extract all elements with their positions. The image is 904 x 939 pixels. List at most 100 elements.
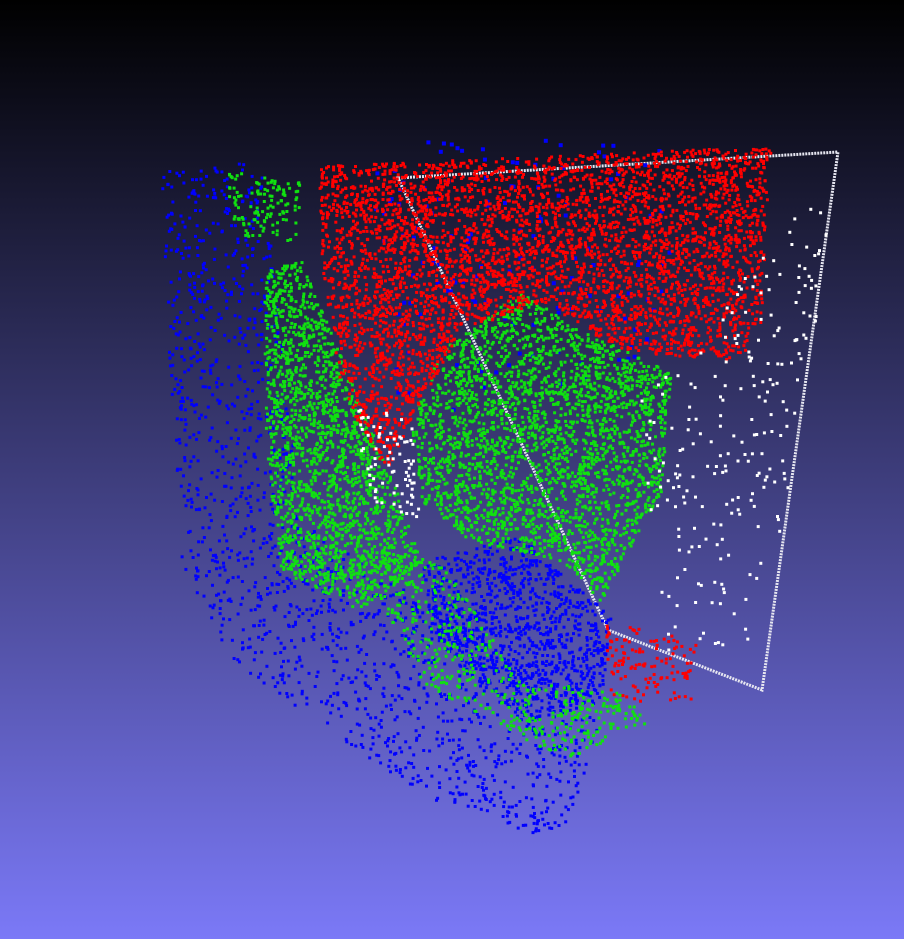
cloud-point [362, 502, 366, 506]
cloud-point [378, 499, 382, 503]
cloud-point [644, 510, 648, 514]
cloud-point [455, 146, 460, 151]
cloud-point [418, 312, 423, 317]
cloud-point [416, 610, 420, 614]
cloud-point [316, 670, 320, 674]
cloud-point [425, 482, 429, 486]
cloud-point [253, 585, 257, 589]
cloud-point [559, 694, 563, 698]
cloud-point [278, 673, 282, 677]
cloud-point [477, 715, 481, 719]
cloud-point [554, 569, 558, 573]
cloud-point [547, 644, 551, 648]
cloud-point [254, 581, 258, 585]
cloud-point [443, 606, 447, 610]
cloud-point [271, 348, 275, 352]
cloud-point [474, 602, 478, 606]
cloud-point [531, 805, 535, 809]
cloud-point [499, 562, 503, 566]
cloud-point [279, 542, 283, 546]
cloud-point [379, 543, 383, 547]
cloud-point [337, 424, 341, 428]
cloud-point [460, 746, 464, 750]
cloud-point [201, 263, 205, 267]
cloud-point [478, 635, 482, 639]
cloud-point [353, 507, 357, 511]
cloud-point [324, 394, 328, 398]
cloud-point [491, 627, 495, 631]
cloud-point [270, 446, 274, 449]
cloud-point [507, 568, 511, 572]
cloud-point [290, 408, 294, 412]
cloud-point [612, 407, 616, 411]
cloud-point [531, 400, 535, 404]
cloud-point [316, 455, 320, 459]
cloud-point [605, 377, 609, 381]
cloud-point [421, 725, 425, 729]
cloud-point [504, 581, 508, 585]
cloud-point [210, 471, 214, 475]
cloud-point [489, 426, 493, 430]
cloud-point [365, 653, 369, 656]
cloud-point [281, 315, 285, 319]
cloud-point [175, 171, 179, 175]
cloud-point [247, 407, 251, 411]
cloud-point [283, 380, 287, 383]
cloud-point [306, 344, 310, 348]
cloud-point [298, 343, 302, 347]
cloud-point [429, 676, 433, 680]
cloud-point [341, 589, 345, 593]
cloud-point [519, 742, 523, 746]
cloud-point [330, 654, 334, 658]
cloud-point [375, 593, 379, 596]
cloud-point [531, 697, 535, 701]
cloud-point [329, 403, 333, 407]
cloud-point [303, 374, 307, 378]
cloud-point [302, 406, 306, 409]
cloud-point [312, 344, 316, 348]
cloud-point [231, 253, 235, 257]
cloud-point [306, 404, 310, 408]
cloud-point [312, 521, 315, 525]
cloud-point [191, 556, 195, 559]
cloud-point [325, 530, 329, 534]
cloud-point [457, 607, 461, 611]
cloud-point [324, 579, 328, 583]
cloud-point [609, 617, 613, 621]
cloud-point [485, 626, 489, 630]
cloud-point [530, 695, 534, 699]
cloud-point [393, 581, 397, 585]
cloud-point [348, 577, 352, 581]
cloud-point [233, 335, 237, 339]
cloud-point [535, 694, 539, 698]
cloud-point [558, 656, 562, 660]
cloud-point [462, 622, 466, 626]
cloud-point [300, 426, 304, 430]
cloud-point [525, 724, 529, 728]
cloud-point [507, 629, 511, 633]
cloud-point [604, 533, 608, 537]
cloud-point [573, 694, 577, 698]
cloud-point [194, 574, 198, 578]
cloud-point [331, 545, 335, 548]
cloud-point [304, 435, 308, 439]
cloud-point [513, 676, 517, 680]
cloud-point [380, 551, 384, 555]
cloud-point [371, 742, 375, 746]
cloud-point [335, 634, 339, 638]
cloud-point [317, 525, 321, 529]
cloud-point [324, 469, 328, 473]
cloud-point [361, 636, 365, 640]
cloud-point [466, 640, 470, 644]
cloud-point [461, 729, 465, 733]
cloud-point [308, 381, 312, 385]
cloud-point [563, 645, 567, 649]
cloud-point [486, 582, 490, 586]
cloud-point [261, 377, 265, 381]
cloud-point [284, 502, 288, 506]
cloud-point [467, 717, 471, 721]
cloud-point [441, 711, 445, 715]
cloud-point [266, 592, 269, 596]
